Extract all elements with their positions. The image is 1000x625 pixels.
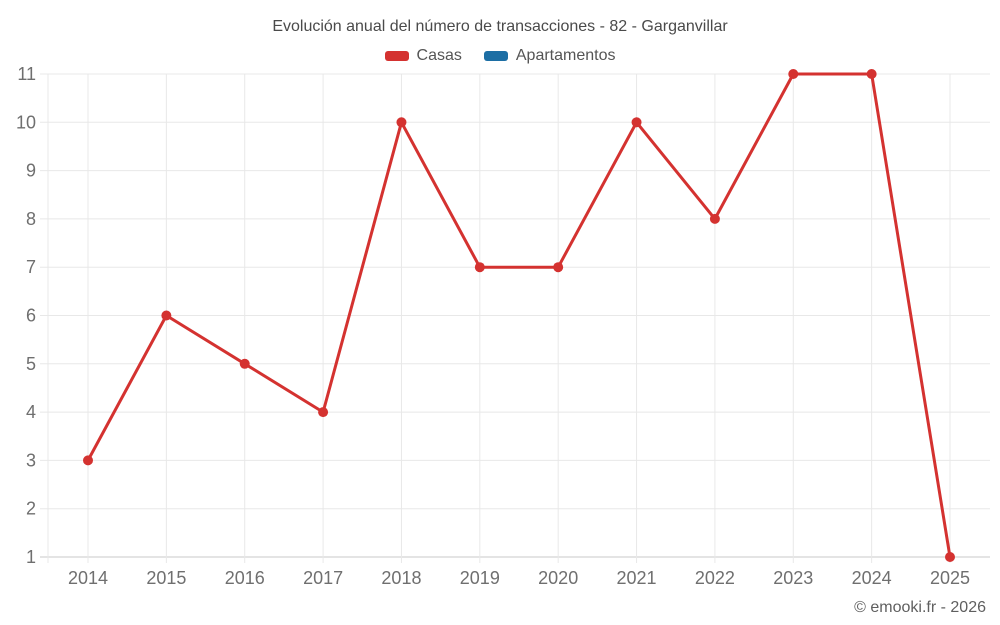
data-point-2014 [83, 455, 93, 466]
data-point-2015 [161, 310, 172, 321]
x-tick-label: 2017 [303, 568, 343, 588]
data-point-2020 [553, 262, 564, 273]
x-tick-label: 2023 [773, 568, 813, 588]
x-tick-label: 2015 [146, 568, 186, 588]
chart-legend: Casas Apartamentos [0, 47, 1000, 65]
data-point-2021 [631, 117, 642, 128]
legend-label: Apartamentos [515, 47, 616, 64]
y-tick-label: 1 [26, 547, 36, 567]
y-tick-label: 11 [17, 64, 36, 84]
series-line-casas [86, 72, 952, 559]
data-point-2023 [788, 69, 799, 79]
legend-swatch-icon [483, 51, 508, 61]
y-tick-label: 10 [16, 112, 36, 132]
legend-item-casas[interactable]: Casas [384, 47, 462, 65]
y-tick-label: 8 [26, 209, 36, 229]
data-point-2016 [239, 358, 250, 369]
y-tick-label: 3 [26, 450, 36, 470]
y-tick-label: 2 [26, 499, 36, 519]
x-tick-label: 2018 [381, 568, 421, 588]
x-tick-label: 2019 [460, 568, 500, 588]
y-tick-label: 4 [26, 402, 36, 422]
data-point-2022 [709, 213, 720, 224]
y-tick-label: 9 [26, 161, 36, 181]
data-point-2017 [318, 407, 329, 418]
data-point-2025 [945, 552, 955, 562]
legend-label: Casas [416, 47, 462, 64]
x-tick-label: 2020 [538, 568, 578, 588]
data-point-2019 [474, 262, 485, 273]
x-tick-label: 2016 [225, 568, 265, 588]
x-tick-label: 2025 [930, 568, 970, 588]
copyright-footer: © emooki.fr - 2026 [854, 599, 986, 616]
x-tick-label: 2022 [695, 568, 735, 588]
legend-swatch-icon [384, 51, 409, 61]
y-tick-label: 5 [26, 354, 36, 374]
legend-item-apartamentos[interactable]: Apartamentos [483, 47, 616, 65]
chart-title: Evolución anual del número de transaccio… [272, 18, 728, 35]
x-tick-label: 2021 [617, 568, 657, 588]
x-tick-label: 2024 [852, 568, 892, 588]
data-point-2018 [396, 117, 407, 128]
x-tick-label: 2014 [68, 568, 108, 588]
data-point-2024 [866, 69, 877, 79]
y-tick-label: 7 [26, 257, 36, 277]
y-tick-label: 6 [26, 306, 36, 326]
